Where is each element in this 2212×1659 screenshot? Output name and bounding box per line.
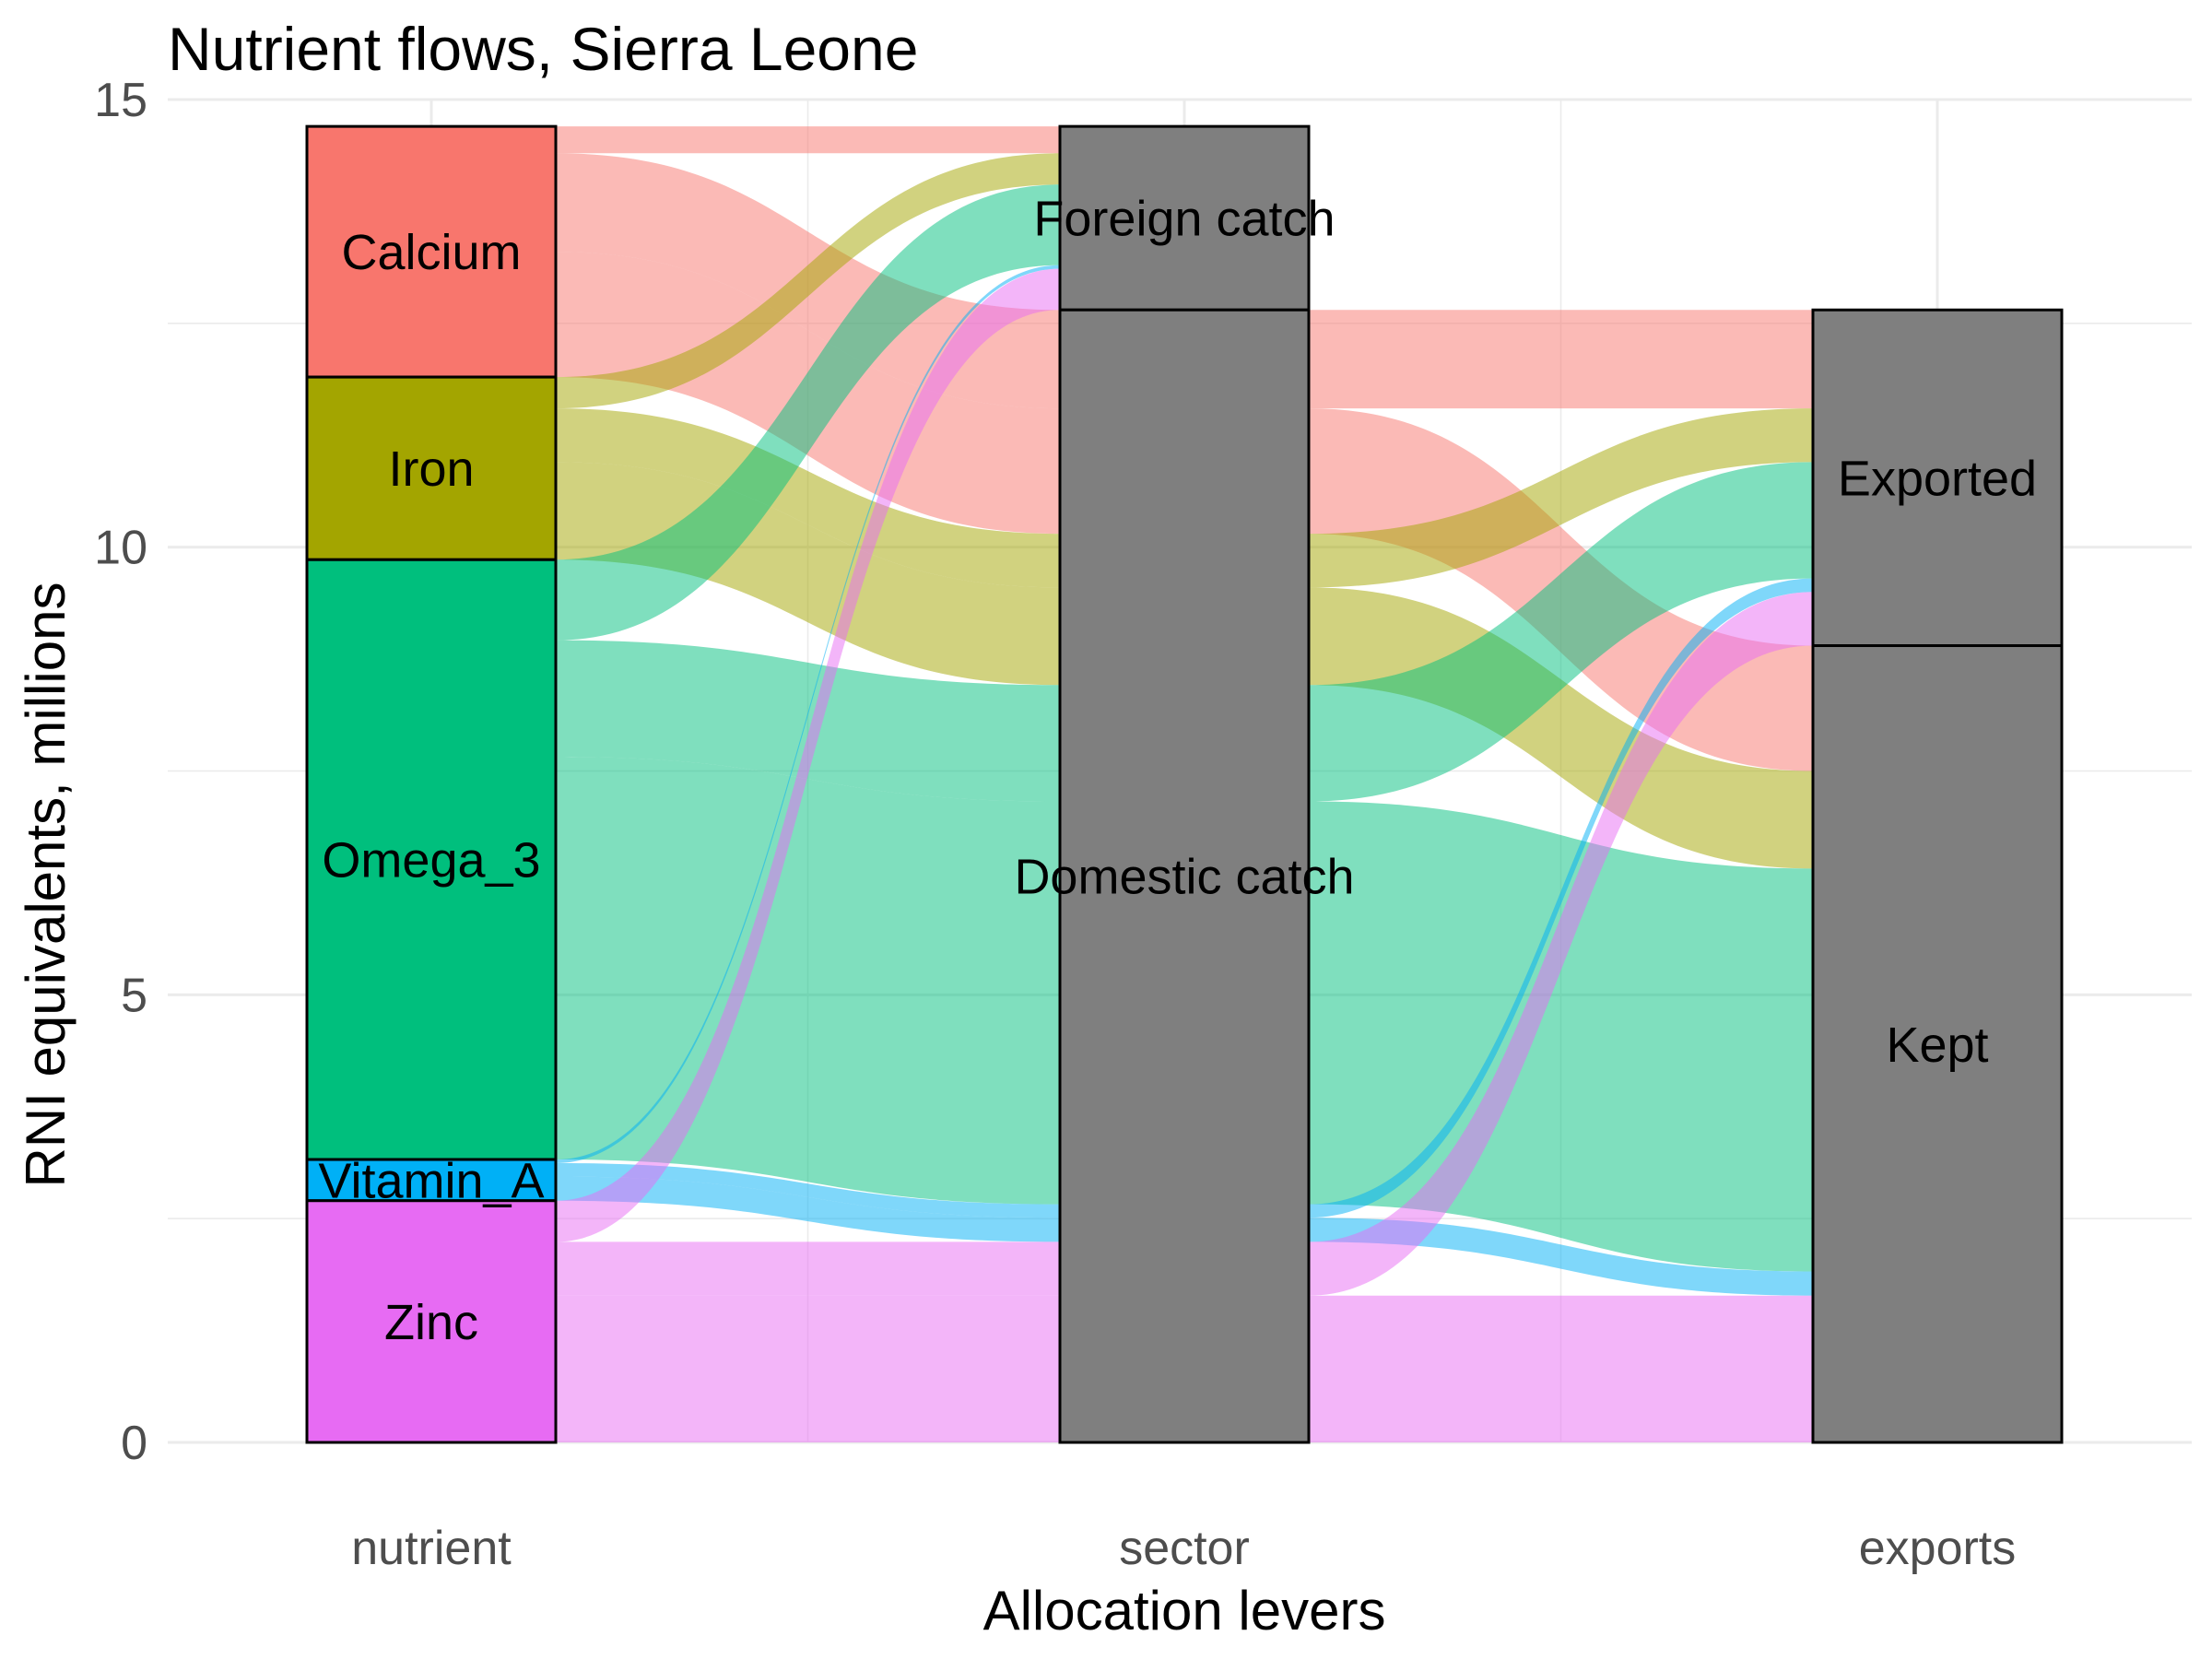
- flow-vitamin-a-domestic-catch-exported: [1309, 578, 1813, 1218]
- x-tick-label-nutrient: nutrient: [351, 1522, 512, 1575]
- stratum-labels: Calcium Iron Omega_3 Vitamin_A Zinc Foreign c…: [318, 192, 2037, 1350]
- flows: [556, 126, 1813, 1442]
- flow-zinc-domestic-catch-exported: [1309, 592, 1813, 1296]
- x-axis-title: Allocation levers: [983, 1580, 1386, 1641]
- flow-zinc-domestic-catch: [556, 1241, 1060, 1296]
- y-tick-label: 5: [121, 969, 147, 1022]
- flow-calcium-foreign-catch: [556, 126, 1060, 154]
- y-tick-label: 0: [121, 1417, 147, 1470]
- flow-vitamin-a-domestic-catch: [556, 1176, 1060, 1242]
- stratum-label-omega-3: Omega_3: [322, 833, 540, 888]
- stratum-omega-3: [305, 558, 558, 1161]
- flow-iron-domestic-catch-kept: [1309, 587, 1813, 869]
- x-axis-ticks: nutrient sector exports: [351, 1522, 2016, 1575]
- chart-title: Nutrient flows, Sierra Leone: [168, 15, 918, 83]
- flow-calcium-domestic-catch-exported: [1309, 310, 1813, 409]
- stratum-domestic-catch: [1058, 308, 1311, 1444]
- flow-omega-3-domestic-catch: [556, 756, 1060, 1205]
- flow-omega-3-domestic-catch-kept: [1309, 801, 1813, 1272]
- flow-zinc-domestic-catch-kept: [1309, 1295, 1813, 1442]
- stratum-label-zinc: Zinc: [384, 1295, 478, 1350]
- x-tick-label-sector: sector: [1119, 1522, 1250, 1575]
- y-axis-title: RNI equivalents, millions: [15, 582, 76, 1188]
- stratum-label-exported: Exported: [1838, 451, 2037, 506]
- flow-omega-3-foreign-catch: [556, 184, 1060, 641]
- flow-zinc-domestic-catch: [556, 1295, 1060, 1442]
- flow-zinc-foreign-catch: [556, 268, 1060, 1242]
- flow-iron-foreign-catch: [556, 153, 1060, 409]
- y-tick-label: 15: [94, 74, 147, 127]
- flow-iron-domestic-catch-exported: [1309, 408, 1813, 588]
- strata: [305, 124, 2064, 1444]
- flow-vitamin-a-domestic-catch: [556, 1162, 1060, 1218]
- stratum-kept: [1811, 644, 2064, 1444]
- flow-iron-domestic-catch: [556, 462, 1060, 686]
- flow-vitamin-a-foreign-catch: [556, 265, 1060, 1163]
- flow-vitamin-a-domestic-catch-kept: [1309, 1218, 1813, 1296]
- stratum-label-calcium: Calcium: [341, 225, 521, 280]
- stratum-label-foreign-catch: Foreign catch: [1033, 192, 1335, 247]
- stratum-calcium: [305, 124, 558, 379]
- y-tick-label: 10: [94, 522, 147, 575]
- stratum-exported: [1811, 308, 2064, 648]
- stratum-foreign-catch: [1058, 124, 1311, 312]
- stratum-label-iron: Iron: [388, 441, 474, 497]
- flow-iron-domestic-catch: [556, 408, 1060, 588]
- stratum-label-vitamin-a: Vitamin_A: [318, 1153, 544, 1208]
- flow-omega-3-domestic-catch-exported: [1309, 462, 1813, 802]
- flow-omega-3-domestic-catch: [556, 640, 1060, 802]
- stratum-zinc: [305, 1199, 558, 1444]
- y-axis-ticks: 0 5 10 15: [94, 74, 147, 1470]
- x-tick-label-exports: exports: [1859, 1522, 2017, 1575]
- stratum-label-kept: Kept: [1886, 1018, 1988, 1073]
- stratum-iron: [305, 375, 558, 561]
- stratum-label-domestic-catch: Domestic catch: [1014, 850, 1354, 905]
